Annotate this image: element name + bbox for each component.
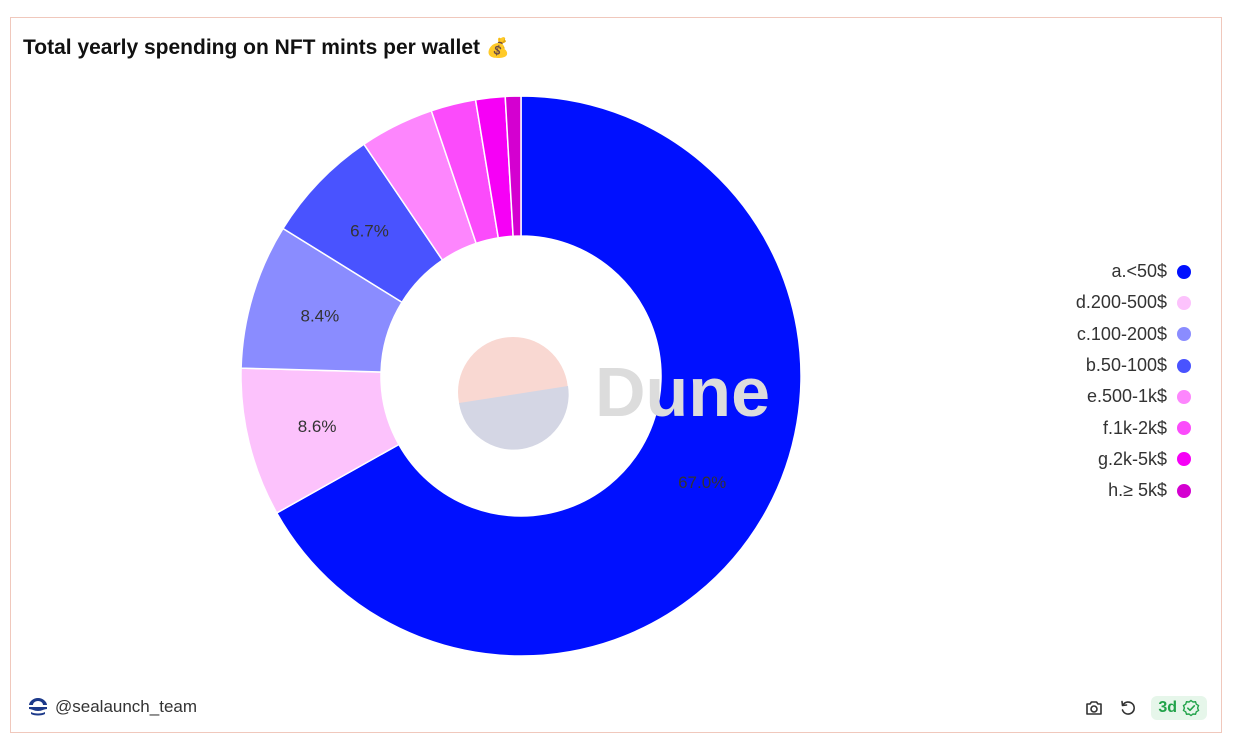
chart-actions: 3d: [1083, 696, 1207, 720]
legend-item[interactable]: c.100-200$: [971, 319, 1191, 350]
legend-item[interactable]: d.200-500$: [971, 287, 1191, 318]
pie-slice-a.<50$[interactable]: [275, 95, 802, 657]
dune-watermark: Dune: [458, 337, 770, 450]
legend-label: e.500-1k$: [1086, 386, 1167, 407]
chart-title: Total yearly spending on NFT mints per w…: [23, 36, 510, 60]
legend-label: b.50-100$: [1085, 355, 1167, 376]
legend-item[interactable]: b.50-100$: [971, 350, 1191, 381]
legend-item[interactable]: e.500-1k$: [971, 381, 1191, 412]
refresh-age-text: 3d: [1158, 699, 1177, 716]
slice-value-label: 8.6%: [298, 417, 337, 436]
legend-label: d.200-500$: [1075, 292, 1167, 313]
legend-color-dot: [1177, 452, 1191, 467]
camera-icon[interactable]: [1083, 697, 1105, 719]
money-bag-icon: 💰: [486, 38, 510, 59]
chart-title-text: Total yearly spending on NFT mints per w…: [23, 36, 481, 59]
verified-check-icon: [1182, 699, 1200, 717]
sealaunch-logo-icon: [29, 698, 47, 716]
legend-color-dot: [1177, 483, 1191, 498]
legend-color-dot: [1177, 389, 1191, 404]
donut-chart: 67.0% 8.6% 8.4% 6.7% Dune: [240, 95, 802, 657]
legend-color-dot: [1177, 327, 1191, 342]
refresh-icon[interactable]: [1117, 697, 1139, 719]
legend-color-dot: [1177, 358, 1191, 373]
legend-item[interactable]: f.1k-2k$: [971, 412, 1191, 443]
slice-value-label: 67.0%: [678, 473, 726, 492]
legend-color-dot: [1177, 421, 1191, 436]
author-info[interactable]: @sealaunch_team: [27, 696, 197, 718]
watermark-text: Dune: [595, 353, 770, 431]
chart-card: Total yearly spending on NFT mints per w…: [10, 17, 1222, 733]
refresh-age-badge[interactable]: 3d: [1151, 696, 1207, 720]
chart-legend: a.<50$ d.200-500$ c.100-200$ b.50-100$ e.500…: [971, 256, 1191, 506]
legend-item[interactable]: h.≥ 5k$: [971, 475, 1191, 506]
legend-item[interactable]: g.2k-5k$: [971, 444, 1191, 475]
legend-label: h.≥ 5k$: [1108, 480, 1167, 501]
legend-color-dot: [1177, 295, 1191, 310]
legend-item[interactable]: a.<50$: [971, 256, 1191, 287]
legend-label: c.100-200$: [1076, 323, 1167, 344]
legend-label: a.<50$: [1111, 261, 1167, 282]
legend-label: f.1k-2k$: [1102, 417, 1167, 438]
slice-value-label: 8.4%: [300, 307, 339, 326]
author-handle: @sealaunch_team: [55, 697, 198, 716]
legend-label: g.2k-5k$: [1097, 448, 1167, 469]
slice-value-label: 6.7%: [350, 222, 389, 241]
pie-slice-h.≥ 5k$[interactable]: [504, 95, 522, 238]
legend-color-dot: [1177, 264, 1191, 279]
